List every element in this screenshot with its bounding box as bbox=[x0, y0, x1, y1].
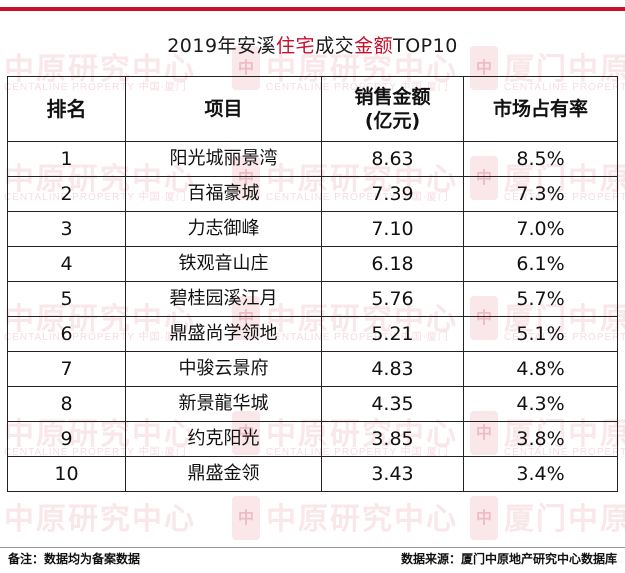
header-project: 项目 bbox=[125, 76, 322, 142]
cell-sales: 7.39 bbox=[321, 176, 464, 212]
cell-project: 力志御峰 bbox=[125, 211, 322, 247]
top-accent-bar bbox=[0, 0, 625, 16]
cell-share: 4.3% bbox=[463, 386, 618, 422]
table-row: 6 鼎盛尚学领地 5.21 5.1% bbox=[7, 316, 618, 352]
table-title: 2019年安溪住宅成交金额TOP10 bbox=[0, 34, 625, 58]
cell-share: 6.1% bbox=[463, 246, 618, 282]
cell-project: 鼎盛金领 bbox=[125, 456, 322, 492]
footer-note: 备注：数据均为备案数据 bbox=[8, 552, 141, 566]
cell-sales: 5.21 bbox=[321, 316, 464, 352]
cell-share: 8.5% bbox=[463, 141, 618, 177]
cell-sales: 3.85 bbox=[321, 421, 464, 457]
ranking-table: 排名 项目 销售金额 (亿元) 市场占有率 1 阳光城丽景湾 8.63 8.5% … bbox=[7, 76, 618, 492]
title-highlight-amount: 金额 bbox=[354, 35, 394, 57]
cell-sales: 4.83 bbox=[321, 351, 464, 387]
watermark-logo-icon: 中 bbox=[232, 496, 260, 540]
table-row: 4 铁观音山庄 6.18 6.1% bbox=[7, 246, 618, 282]
cell-sales: 4.35 bbox=[321, 386, 464, 422]
table-row: 3 力志御峰 7.10 7.0% bbox=[7, 211, 618, 247]
table-header-row: 排名 项目 销售金额 (亿元) 市场占有率 bbox=[7, 76, 618, 142]
cell-project: 鼎盛尚学领地 bbox=[125, 316, 322, 352]
cell-project: 碧桂园溪江月 bbox=[125, 281, 322, 317]
title-highlight-residential: 住宅 bbox=[276, 35, 316, 57]
cell-project: 中骏云景府 bbox=[125, 351, 322, 387]
header-share: 市场占有率 bbox=[463, 76, 618, 142]
header-sales-line2: (亿元) bbox=[364, 110, 421, 132]
table-row: 2 百福豪城 7.39 7.3% bbox=[7, 176, 618, 212]
table-row: 5 碧桂园溪江月 5.76 5.7% bbox=[7, 281, 618, 317]
cell-share: 3.8% bbox=[463, 421, 618, 457]
cell-rank: 7 bbox=[7, 351, 126, 387]
title-prefix: 2019年安溪 bbox=[167, 35, 277, 57]
watermark-logo-icon: 中 bbox=[470, 496, 498, 540]
cell-project: 铁观音山庄 bbox=[125, 246, 322, 282]
cell-rank: 5 bbox=[7, 281, 126, 317]
table-row: 9 约克阳光 3.85 3.8% bbox=[7, 421, 618, 457]
cell-rank: 8 bbox=[7, 386, 126, 422]
cell-sales: 5.76 bbox=[321, 281, 464, 317]
cell-sales: 8.63 bbox=[321, 141, 464, 177]
title-middle: 成交 bbox=[315, 35, 355, 57]
cell-rank: 9 bbox=[7, 421, 126, 457]
cell-rank: 2 bbox=[7, 176, 126, 212]
cell-rank: 4 bbox=[7, 246, 126, 282]
watermark-text: 厦门中原研究 bbox=[504, 502, 625, 537]
footer-divider bbox=[0, 547, 625, 548]
watermark: 中 中原研究中心 bbox=[232, 490, 456, 546]
title-suffix: TOP10 bbox=[393, 35, 458, 57]
watermark-row: 中 中原研究中心 中 中原研究中心 中 厦门中原研究 bbox=[0, 490, 625, 546]
watermark-text: 中原研究中心 bbox=[266, 502, 458, 537]
table-row: 10 鼎盛金领 3.43 3.4% bbox=[7, 456, 618, 492]
footer-source: 数据来源：厦门中原地产研究中心数据库 bbox=[400, 552, 617, 566]
cell-rank: 6 bbox=[7, 316, 126, 352]
cell-share: 7.3% bbox=[463, 176, 618, 212]
cell-sales: 3.43 bbox=[321, 456, 464, 492]
cell-rank: 1 bbox=[7, 141, 126, 177]
cell-share: 5.7% bbox=[463, 281, 618, 317]
top-accent-line bbox=[0, 7, 625, 11]
cell-share: 4.8% bbox=[463, 351, 618, 387]
footer: 备注：数据均为备案数据 数据来源：厦门中原地产研究中心数据库 bbox=[8, 550, 617, 568]
header-sales-line1: 销售金额 bbox=[354, 86, 431, 108]
watermark: 中 厦门中原研究 bbox=[470, 490, 625, 546]
cell-project: 新景龍华城 bbox=[125, 386, 322, 422]
cell-rank: 10 bbox=[7, 456, 126, 492]
cell-project: 约克阳光 bbox=[125, 421, 322, 457]
cell-sales: 6.18 bbox=[321, 246, 464, 282]
watermark: 中 中原研究中心 bbox=[0, 490, 194, 546]
table-row: 8 新景龍华城 4.35 4.3% bbox=[7, 386, 618, 422]
header-rank: 排名 bbox=[7, 76, 126, 142]
header-sales: 销售金额 (亿元) bbox=[321, 76, 464, 142]
cell-share: 3.4% bbox=[463, 456, 618, 492]
table-row: 1 阳光城丽景湾 8.63 8.5% bbox=[7, 141, 618, 177]
cell-project: 阳光城丽景湾 bbox=[125, 141, 322, 177]
watermark-text: 中原研究中心 bbox=[4, 502, 196, 537]
cell-project: 百福豪城 bbox=[125, 176, 322, 212]
cell-share: 5.1% bbox=[463, 316, 618, 352]
cell-share: 7.0% bbox=[463, 211, 618, 247]
table-row: 7 中骏云景府 4.83 4.8% bbox=[7, 351, 618, 387]
cell-sales: 7.10 bbox=[321, 211, 464, 247]
cell-rank: 3 bbox=[7, 211, 126, 247]
